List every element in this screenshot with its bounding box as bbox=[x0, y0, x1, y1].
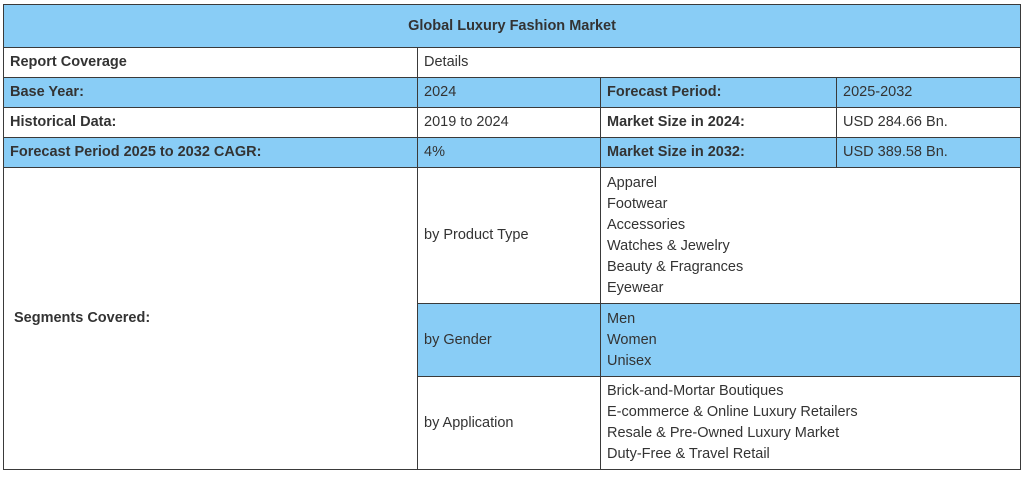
segment-group-name: by Application bbox=[417, 376, 601, 470]
forecast-period-value: 2025-2032 bbox=[836, 77, 1021, 108]
table-row: by Application Brick-and-Mortar Boutique… bbox=[4, 376, 1021, 470]
segment-item: Apparel bbox=[607, 174, 657, 191]
table-row: Segments Covered: by Product Type Appare… bbox=[3, 167, 1021, 470]
segments-label: Segments Covered: bbox=[3, 167, 418, 470]
table-row: Forecast Period 2025 to 2032 CAGR: 4% Ma… bbox=[3, 137, 1021, 168]
coverage-label: Report Coverage bbox=[3, 47, 418, 78]
cagr-label: Forecast Period 2025 to 2032 CAGR: bbox=[3, 137, 418, 168]
segment-items: Men Women Unisex bbox=[600, 303, 1021, 377]
segment-item: Women bbox=[607, 331, 657, 348]
market-size-2032-label: Market Size in 2032: bbox=[600, 137, 837, 168]
coverage-value: Details bbox=[417, 47, 1021, 78]
market-report-table: Global Luxury Fashion Market Report Cove… bbox=[3, 4, 1021, 470]
table-title: Global Luxury Fashion Market bbox=[3, 4, 1021, 48]
table-row: Base Year: 2024 Forecast Period: 2025-20… bbox=[3, 77, 1021, 108]
base-year-label: Base Year: bbox=[3, 77, 418, 108]
segment-item: Eyewear bbox=[607, 279, 664, 296]
segment-item: Men bbox=[607, 310, 636, 327]
segment-item: Beauty & Fragrances bbox=[607, 258, 744, 275]
market-size-2032-value: USD 389.58 Bn. bbox=[836, 137, 1021, 168]
market-size-2024-label: Market Size in 2024: bbox=[600, 107, 837, 138]
segment-item: Unisex bbox=[607, 352, 652, 369]
historical-value: 2019 to 2024 bbox=[417, 107, 601, 138]
table-row: Historical Data: 2019 to 2024 Market Siz… bbox=[3, 107, 1021, 138]
historical-label: Historical Data: bbox=[3, 107, 418, 138]
segment-group-name: by Gender bbox=[417, 303, 601, 377]
segment-item: Footwear bbox=[607, 195, 668, 212]
segment-item: E-commerce & Online Luxury Retailers bbox=[607, 404, 858, 420]
forecast-period-label: Forecast Period: bbox=[600, 77, 837, 108]
segment-item: Accessories bbox=[607, 216, 686, 233]
segment-item: Duty-Free & Travel Retail bbox=[607, 446, 770, 462]
segment-item: Resale & Pre-Owned Luxury Market bbox=[607, 425, 840, 441]
segment-item: Watches & Jewelry bbox=[607, 237, 730, 254]
segment-group-name: by Product Type bbox=[417, 167, 601, 304]
segment-item: Brick-and-Mortar Boutiques bbox=[607, 383, 784, 399]
segment-items: Brick-and-Mortar Boutiques E-commerce & … bbox=[600, 376, 1021, 470]
base-year-value: 2024 bbox=[417, 77, 601, 108]
cagr-value: 4% bbox=[417, 137, 601, 168]
market-size-2024-value: USD 284.66 Bn. bbox=[836, 107, 1021, 138]
table-row: Report Coverage Details bbox=[3, 47, 1021, 78]
segment-items: Apparel Footwear Accessories Watches & J… bbox=[600, 167, 1021, 304]
